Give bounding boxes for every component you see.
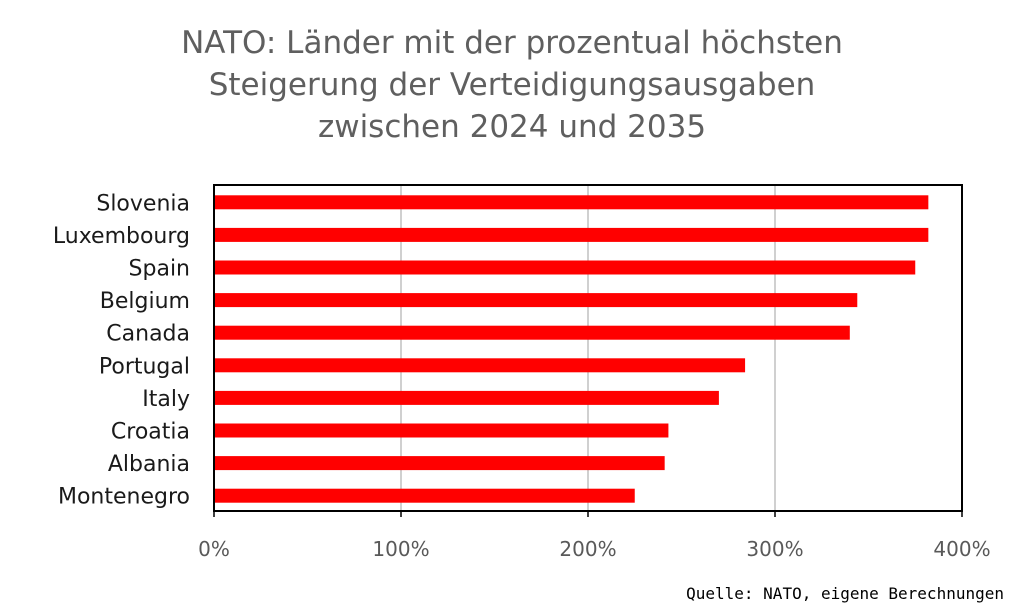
category-label: Albania — [108, 452, 190, 477]
category-label: Slovenia — [96, 191, 190, 216]
bar-montenegro — [214, 488, 635, 503]
source-note: Quelle: NATO, eigene Berechnungen — [686, 584, 1004, 603]
chart-title: NATO: Länder mit der prozentual höchsten… — [0, 22, 1024, 148]
x-tick-label: 200% — [559, 537, 616, 561]
category-label: Canada — [106, 322, 190, 347]
x-tick-label: 300% — [746, 537, 803, 561]
category-label: Portugal — [99, 354, 190, 379]
category-label: Spain — [129, 257, 190, 282]
bar-italy — [214, 390, 719, 405]
bar-albania — [214, 456, 665, 471]
x-tick-label: 100% — [372, 537, 429, 561]
bar-luxembourg — [214, 227, 929, 242]
bar-portugal — [214, 358, 746, 373]
bar-belgium — [214, 293, 858, 308]
bar-spain — [214, 260, 916, 275]
bar-croatia — [214, 423, 669, 438]
bar-slovenia — [214, 195, 929, 210]
category-label: Belgium — [100, 289, 190, 314]
x-tick-label: 0% — [198, 537, 230, 561]
bar-canada — [214, 325, 850, 340]
category-label: Luxembourg — [53, 224, 190, 249]
chart-title-line-1: NATO: Länder mit der prozentual höchsten — [181, 25, 843, 61]
category-label: Montenegro — [58, 485, 190, 510]
category-label: Croatia — [111, 420, 190, 445]
category-label: Italy — [142, 387, 190, 412]
chart-title-line-3: zwischen 2024 und 2035 — [317, 109, 707, 145]
x-tick-label: 400% — [933, 537, 990, 561]
chart-title-line-2: Steigerung der Verteidigungsausgaben — [208, 67, 816, 103]
